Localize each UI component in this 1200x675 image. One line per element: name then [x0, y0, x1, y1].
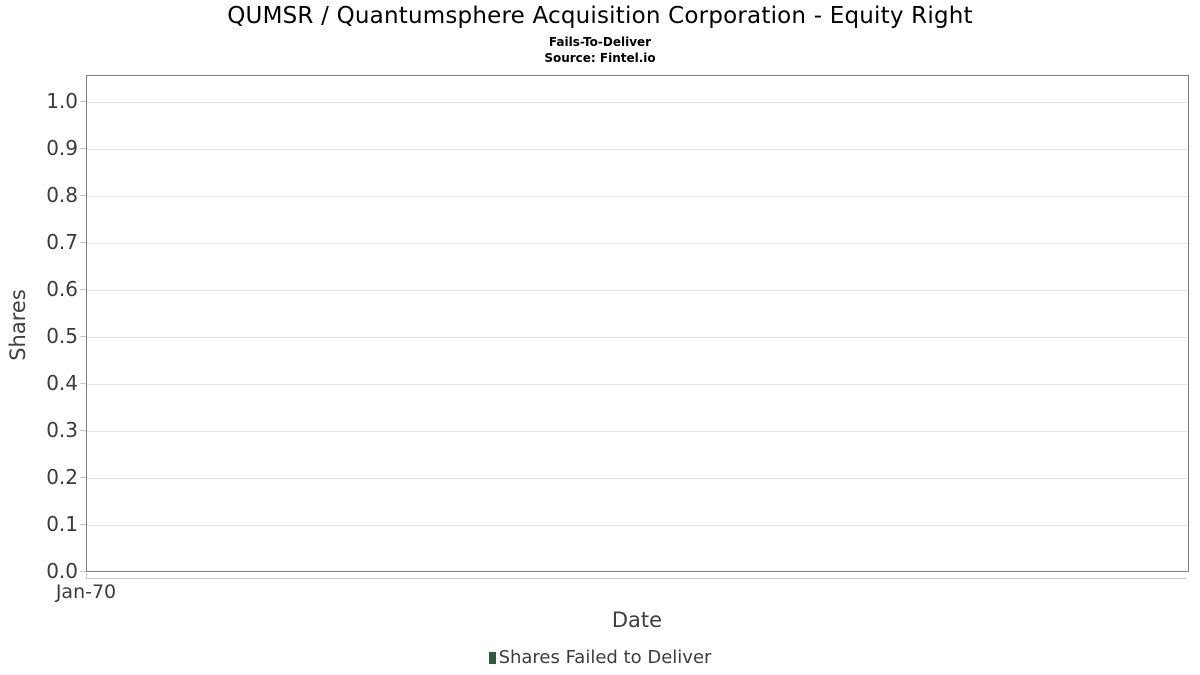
x-axis-tick-mark — [86, 573, 87, 579]
y-tick-mark — [80, 477, 86, 478]
y-tick-mark — [80, 242, 86, 243]
y-tick-label: 0.2 — [46, 465, 78, 489]
y-tick-mark — [80, 524, 86, 525]
legend: Shares Failed to Deliver — [0, 647, 1200, 668]
y-tick-mark — [80, 148, 86, 149]
x-axis-line — [86, 578, 1186, 579]
y-tick-label: 1.0 — [46, 89, 78, 113]
y-tick-mark — [80, 289, 86, 290]
y-tick-mark — [80, 430, 86, 431]
gridline — [87, 337, 1188, 338]
gridline — [87, 102, 1188, 103]
y-tick-mark — [80, 101, 86, 102]
legend-series-marker-icon — [488, 651, 496, 664]
legend-series-label: Shares Failed to Deliver — [498, 647, 712, 668]
gridline — [87, 478, 1188, 479]
gridline — [87, 243, 1188, 244]
gridline — [87, 384, 1188, 385]
y-tick-label: 0.4 — [46, 371, 78, 395]
y-tick-label: 0.3 — [46, 418, 78, 442]
gridline — [87, 290, 1188, 291]
gridline — [87, 525, 1188, 526]
y-tick-label: 0.0 — [46, 559, 78, 583]
y-tick-label: 0.1 — [46, 512, 78, 536]
y-tick-label: 0.9 — [46, 136, 78, 160]
legend-item-shares-failed-to-deliver[interactable]: Shares Failed to Deliver — [488, 647, 712, 668]
chart-title: QUMSR / Quantumsphere Acquisition Corpor… — [227, 3, 973, 29]
plot-area — [86, 75, 1189, 572]
y-tick-mark — [80, 571, 86, 572]
gridline — [87, 196, 1188, 197]
y-tick-label: 0.8 — [46, 183, 78, 207]
x-axis-tick-label: Jan-70 — [55, 581, 117, 603]
gridline — [87, 431, 1188, 432]
y-tick-label: 0.6 — [46, 277, 78, 301]
y-tick-label: 0.7 — [46, 230, 78, 254]
chart-subtitle: Fails-To-Deliver — [548, 35, 652, 49]
chart-source: Source: Fintel.io — [544, 51, 656, 65]
gridline — [87, 149, 1188, 150]
y-tick-mark — [80, 383, 86, 384]
y-tick-mark — [80, 336, 86, 337]
y-tick-label: 0.5 — [46, 324, 78, 348]
x-axis-title: Date — [611, 608, 663, 632]
y-tick-mark — [80, 195, 86, 196]
